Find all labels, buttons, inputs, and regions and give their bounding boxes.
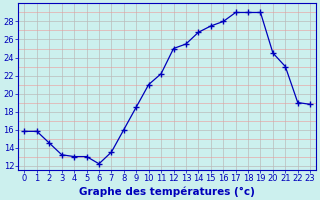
X-axis label: Graphe des températures (°c): Graphe des températures (°c): [79, 186, 255, 197]
